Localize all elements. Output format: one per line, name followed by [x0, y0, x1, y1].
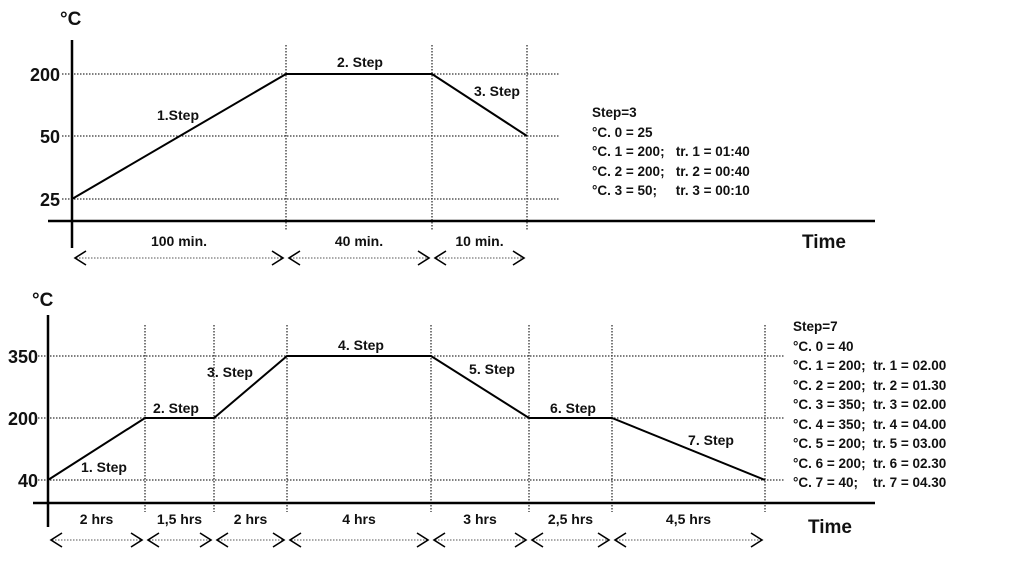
arrow-right-icon [199, 532, 213, 548]
x-axis-label: Time [808, 517, 852, 538]
arrow-left-icon [432, 532, 446, 548]
duration-label: 1,5 hrs [157, 511, 202, 527]
arrow-right-icon [272, 532, 286, 548]
step-label: 5. Step [469, 361, 515, 377]
duration-label: 10 min. [455, 233, 503, 249]
duration-label: 4,5 hrs [666, 511, 711, 527]
arrow-left-icon [73, 250, 87, 266]
arrow-right-icon [417, 250, 431, 266]
step-label: 1. Step [81, 459, 127, 475]
step-label: 6. Step [550, 400, 596, 416]
summary-line: °C. 1 = 200; tr. 1 = 01:40 [592, 144, 750, 159]
arrow-left-icon [288, 532, 302, 548]
summary-line: °C. 4 = 350; tr. 4 = 04.00 [793, 416, 947, 432]
x-axis-label: Time [802, 232, 846, 253]
duration-label: 3 hrs [463, 511, 497, 527]
y-tick-label: 25 [40, 190, 60, 210]
step-label: 7. Step [688, 432, 734, 448]
arrow-left-icon [613, 532, 627, 548]
arrow-left-icon [146, 532, 160, 548]
summary-line: °C. 2 = 200; tr. 2 = 00:40 [592, 163, 750, 179]
summary-line: °C. 7 = 40; tr. 7 = 04.30 [793, 475, 947, 490]
summary-line: °C. 2 = 200; tr. 2 = 01.30 [793, 377, 947, 393]
summary-line: °C. 6 = 200; tr. 6 = 02.30 [793, 455, 947, 471]
arrow-left-icon [433, 250, 447, 266]
step-label: 4. Step [338, 337, 384, 353]
summary-line: °C. 3 = 50; tr. 3 = 00:10 [592, 183, 750, 198]
y-tick-label: 350 [8, 347, 38, 367]
temperature-profile-line [47, 355, 766, 481]
step-label: 3. Step [474, 83, 520, 99]
duration-label: 100 min. [151, 233, 207, 249]
arrow-left-icon [215, 532, 229, 548]
step-label: 3. Step [207, 364, 253, 380]
summary-line: °C. 1 = 200; tr. 1 = 02.00 [793, 358, 947, 373]
y-axis-unit: °C [60, 9, 82, 30]
arrow-left-icon [530, 532, 544, 548]
y-tick-label: 50 [40, 127, 60, 147]
summary-line: Step=3 [592, 105, 637, 120]
temperature-profile-line [71, 73, 528, 200]
duration-label: 2 hrs [234, 511, 268, 527]
duration-label: 40 min. [335, 233, 383, 249]
summary-line: °C. 0 = 25 [592, 124, 653, 140]
y-tick-label: 200 [8, 409, 38, 429]
program-summary-7-steps: Step=7 °C. 0 = 40 °C. 1 = 200; tr. 1 = 02.… [793, 317, 946, 493]
summary-line: Step=7 [793, 319, 838, 334]
arrow-right-icon [416, 532, 430, 548]
summary-line: °C. 0 = 40 [793, 338, 854, 354]
y-tick-label: 200 [30, 65, 60, 85]
arrow-right-icon [130, 532, 144, 548]
arrow-right-icon [512, 250, 526, 266]
summary-line: °C. 3 = 350; tr. 3 = 02.00 [793, 397, 947, 412]
arrow-right-icon [597, 532, 611, 548]
program-summary-3-steps: Step=3 °C. 0 = 25 °C. 1 = 200; tr. 1 = 01:… [592, 103, 750, 201]
step-label: 1.Step [157, 107, 199, 123]
arrow-right-icon [514, 532, 528, 548]
arrow-left-icon [287, 250, 301, 266]
step-label: 2. Step [337, 54, 383, 70]
duration-label: 4 hrs [342, 511, 376, 527]
arrow-right-icon [271, 250, 285, 266]
step-label: 2. Step [153, 400, 199, 416]
y-tick-label: 40 [18, 471, 38, 491]
duration-label: 2,5 hrs [548, 511, 593, 527]
summary-line: °C. 5 = 200; tr. 5 = 03.00 [793, 436, 947, 451]
y-axis-unit: °C [32, 290, 54, 311]
arrow-left-icon [49, 532, 63, 548]
arrow-right-icon [750, 532, 764, 548]
duration-label: 2 hrs [80, 511, 114, 527]
